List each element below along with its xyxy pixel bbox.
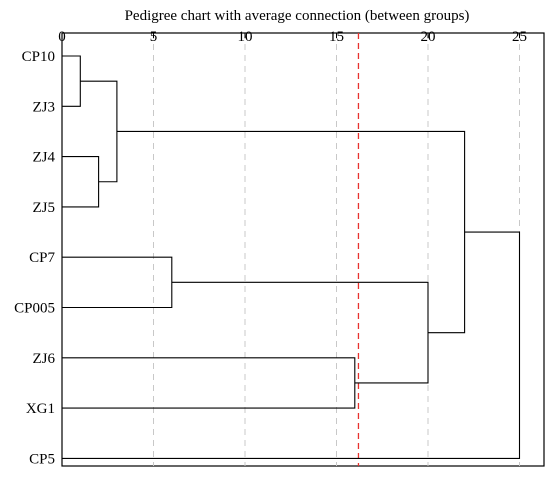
leaf-label-zj5: ZJ5 bbox=[33, 200, 56, 216]
leaf-label-cp7: CP7 bbox=[29, 250, 55, 266]
leaf-label-cp5: CP5 bbox=[29, 451, 55, 467]
branch-merge-8 bbox=[62, 231, 521, 459]
tick-label-25: 25 bbox=[512, 29, 527, 45]
plot-frame bbox=[61, 32, 545, 467]
leaf-label-zj6: ZJ6 bbox=[33, 351, 56, 367]
tick-label-10: 10 bbox=[238, 29, 253, 45]
leaf-labels: CP10 ZJ3 ZJ4 ZJ5 CP7 CP005 ZJ6 XG1 CP5 bbox=[14, 49, 55, 467]
branch-merge-5 bbox=[62, 357, 356, 409]
chart-title: Pedigree chart with average connection (… bbox=[125, 8, 470, 24]
leaf-label-cp005: CP005 bbox=[14, 301, 55, 317]
tick-label-15: 15 bbox=[329, 29, 344, 45]
x-axis-ticks: 0 5 10 15 20 25 bbox=[58, 29, 527, 45]
leaf-label-cp10: CP10 bbox=[22, 49, 55, 65]
tick-label-5: 5 bbox=[150, 29, 158, 45]
dendrogram-branches bbox=[62, 55, 521, 459]
leaf-label-xg1: XG1 bbox=[26, 401, 55, 417]
branch-merge-2 bbox=[62, 156, 100, 208]
branch-merge-6 bbox=[171, 281, 429, 384]
leaf-label-zj3: ZJ3 bbox=[33, 99, 56, 115]
branch-merge-1 bbox=[62, 55, 81, 107]
leaf-label-zj4: ZJ4 bbox=[33, 150, 56, 166]
branch-merge-4 bbox=[62, 256, 173, 309]
tick-label-20: 20 bbox=[421, 29, 436, 45]
tick-label-0: 0 bbox=[58, 29, 66, 45]
branch-merge-7 bbox=[116, 130, 466, 334]
